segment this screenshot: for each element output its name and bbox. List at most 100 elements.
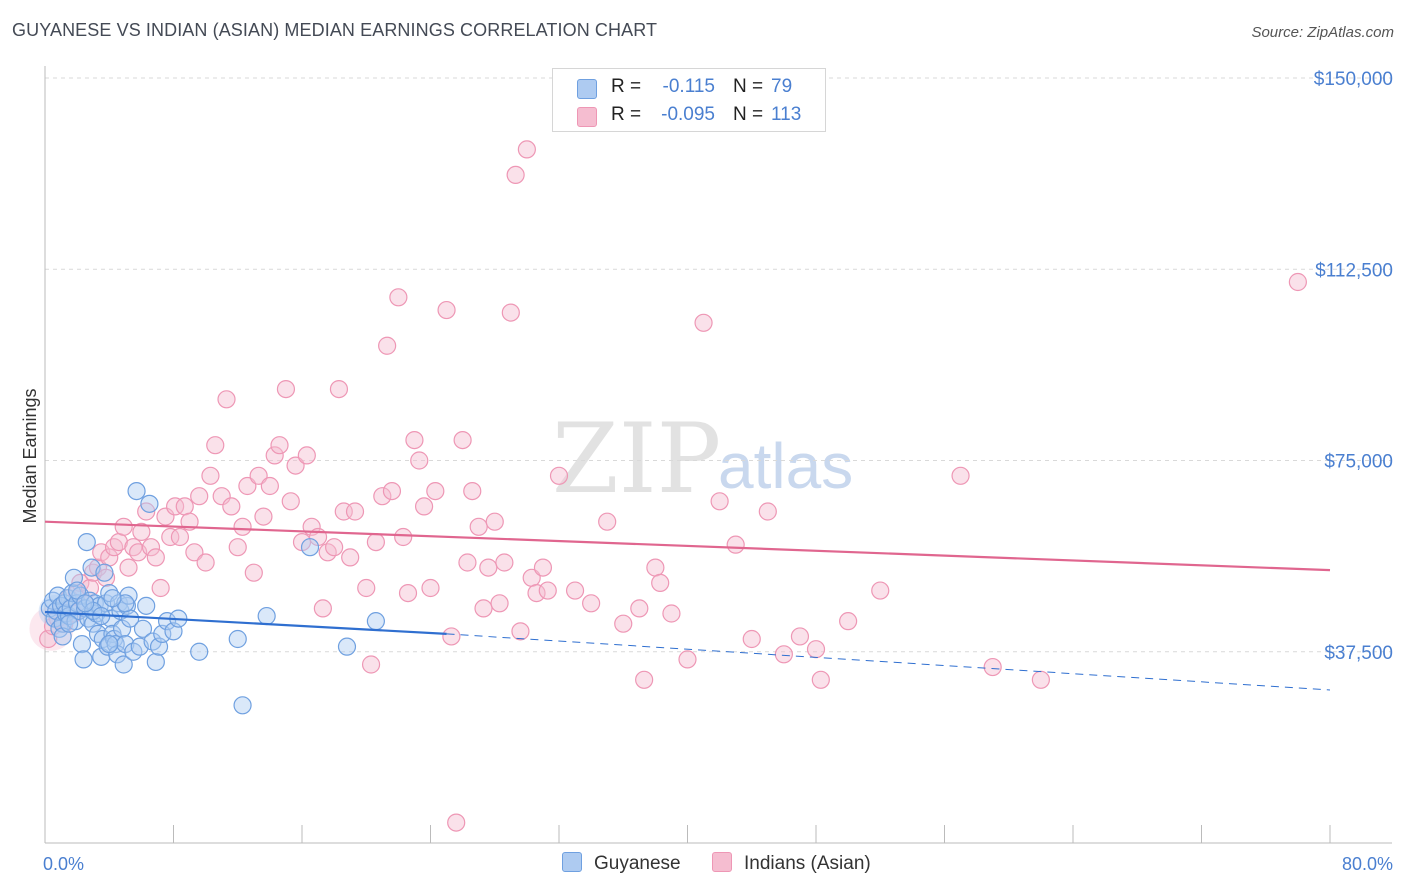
legend-swatch-guyanese <box>577 79 597 99</box>
indians-point-114 <box>774 645 793 664</box>
indians-point-60 <box>329 380 349 399</box>
indians-point-121 <box>983 657 1002 677</box>
indians-point-73 <box>405 431 424 450</box>
indians-points <box>29 140 1307 832</box>
guyanese-point-20 <box>74 650 93 669</box>
series-label-indians: Indians (Asian) <box>744 853 871 874</box>
indians-point-95 <box>527 583 546 603</box>
indians-point-22 <box>132 522 151 542</box>
indians-point-35 <box>196 553 215 572</box>
indians-point-83 <box>463 482 482 501</box>
indians-point-102 <box>614 614 633 633</box>
series-legend-indians: Indians (Asian) <box>712 852 871 875</box>
indians-point-118 <box>839 612 858 631</box>
indians-point-44 <box>244 563 263 582</box>
indians-point-24 <box>141 538 161 557</box>
indians-point-62 <box>341 548 360 567</box>
y-tick-label-0: $37,500 <box>1324 643 1393 664</box>
indians-point-19 <box>119 558 138 577</box>
legend-r-value: -0.095 <box>661 104 715 125</box>
indians-point-82 <box>458 553 477 572</box>
guyanese-trend-line <box>44 610 447 635</box>
series-legend: Guyanese Indians (Asian) <box>0 852 1406 878</box>
indians-trend-line <box>44 520 1331 572</box>
watermark-atlas: atlas <box>718 430 853 502</box>
guyanese-point-51 <box>127 482 146 501</box>
indians-point-116 <box>806 640 826 659</box>
indians-point-28 <box>161 527 180 547</box>
indians-point-103 <box>630 599 649 618</box>
guyanese-point-78 <box>103 589 122 608</box>
indians-point-112 <box>742 629 761 649</box>
indians-point-106 <box>651 573 670 593</box>
indians-point-99 <box>565 581 585 600</box>
indians-point-80 <box>447 813 466 832</box>
guyanese-point-63 <box>190 642 209 661</box>
indians-point-87 <box>485 512 504 531</box>
guyanese-point-68 <box>337 637 357 656</box>
indians-point-18 <box>114 517 133 536</box>
indians-point-100 <box>582 594 601 613</box>
legend-row-indians: R = -0.095 N = 113 <box>553 101 825 129</box>
chart-source: Source: ZipAtlas.com <box>1251 24 1394 41</box>
indians-point-47 <box>260 476 279 496</box>
indians-point-98 <box>549 466 569 485</box>
indians-point-50 <box>276 380 296 399</box>
indians-point-63 <box>345 502 365 521</box>
series-label-guyanese: Guyanese <box>594 853 681 874</box>
legend-r-value: -0.115 <box>662 76 715 97</box>
indians-point-74 <box>410 451 429 470</box>
indians-point-64 <box>357 578 376 598</box>
indians-point-119 <box>871 581 890 600</box>
indians-point-25 <box>146 548 165 567</box>
indians-point-110 <box>710 492 729 511</box>
x-tick-label-1: 80.0% <box>1342 854 1393 874</box>
x-tick-label-0: 0.0% <box>43 854 84 874</box>
indians-point-54 <box>297 446 316 465</box>
indians-point-78 <box>437 300 456 320</box>
indians-point-84 <box>469 517 488 536</box>
chart-title: GUYANESE VS INDIAN (ASIAN) MEDIAN EARNIN… <box>12 20 658 40</box>
guyanese-point-53 <box>133 619 153 638</box>
indians-point-33 <box>185 543 204 562</box>
legend-n-label: N = <box>733 76 764 97</box>
guyanese-point-55 <box>140 494 159 513</box>
guyanese-point-33 <box>95 563 114 582</box>
series-swatch-guyanese <box>562 852 582 872</box>
indians-point-109 <box>694 313 713 332</box>
guyanese-point-76 <box>76 594 95 613</box>
indians-point-91 <box>506 165 525 184</box>
guyanese-point-45 <box>114 655 133 674</box>
guyanese-point-57 <box>146 652 165 672</box>
indians-point-40 <box>222 497 241 516</box>
indians-point-72 <box>398 583 418 603</box>
legend-n-value: 113 <box>771 104 802 125</box>
indians-point-39 <box>217 390 236 409</box>
indians-point-93 <box>517 140 536 159</box>
indians-point-51 <box>281 492 300 511</box>
guyanese-trend-extension <box>446 633 1331 691</box>
indians-point-70 <box>389 288 408 307</box>
series-swatch-indians <box>712 852 732 872</box>
guyanese-point-29 <box>88 624 108 644</box>
indians-point-79 <box>442 627 461 646</box>
indians-point-75 <box>414 497 434 516</box>
guyanese-point-64 <box>228 629 247 649</box>
indians-point-77 <box>426 482 445 501</box>
indians-point-117 <box>811 670 830 689</box>
indians-point-66 <box>366 532 385 552</box>
indians-point-89 <box>495 553 514 572</box>
series-legend-guyanese: Guyanese <box>562 852 681 875</box>
indians-point-37 <box>206 436 225 455</box>
indians-point-96 <box>533 558 553 577</box>
indians-point-88 <box>490 594 509 613</box>
legend-n-label: N = <box>733 104 764 125</box>
indians-point-115 <box>790 627 810 646</box>
guyanese-point-54 <box>137 596 156 615</box>
correlation-legend: R = -0.115 N = 79 R = -0.095 N = 113 <box>552 68 826 132</box>
guyanese-point-67 <box>300 538 320 557</box>
indians-point-16 <box>104 538 124 557</box>
legend-r-label: R = <box>611 76 642 97</box>
indians-point-104 <box>635 670 654 689</box>
